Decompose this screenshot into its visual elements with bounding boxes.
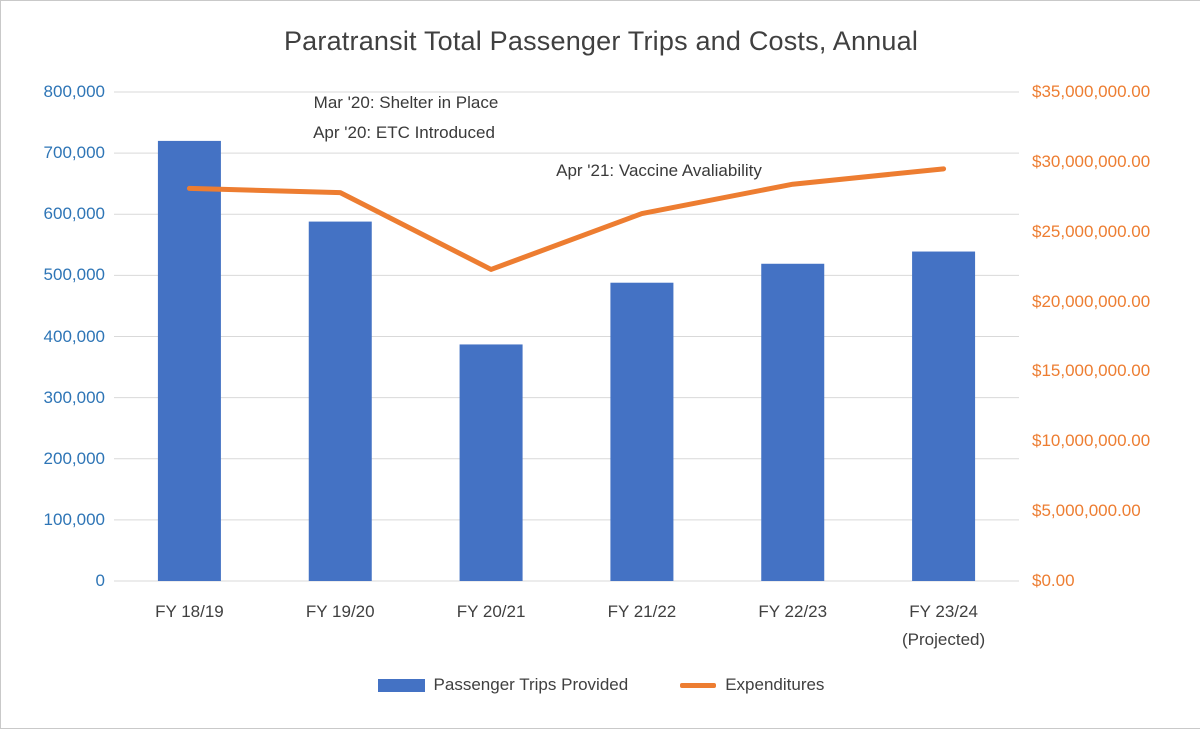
y-axis-label-right: $10,000,000.00 (1032, 431, 1151, 451)
y-axis-label-right: $25,000,000.00 (1032, 221, 1151, 241)
y-axis-label-left: 800,000 (43, 82, 105, 101)
y-axis-label-right: $30,000,000.00 (1032, 151, 1151, 171)
bar-fy-20-21[interactable] (459, 344, 523, 581)
bar-fy-18-19[interactable] (157, 140, 221, 581)
annotation-1: Mar '20: Shelter in Place (313, 93, 499, 112)
y-axis-label-left: 400,000 (43, 326, 105, 346)
annotation-2: Apr '20: ETC Introduced (313, 123, 495, 142)
y-axis-label-left: 200,000 (43, 448, 105, 468)
line-series-swatch-icon (680, 682, 717, 688)
annotation-3: Apr '21: Vaccine Avaliability (556, 161, 762, 180)
x-axis-label: FY 20/21 (456, 602, 526, 621)
bar-fy-23-24[interactable] (912, 251, 976, 581)
y-axis-label-right: $15,000,000.00 (1032, 361, 1151, 381)
y-axis-label-left: 700,000 (43, 143, 105, 163)
y-axis-label-right: $5,000,000.00 (1032, 501, 1141, 521)
x-axis-label: FY 19/20 (305, 602, 375, 621)
y-axis-label-left: 0 (95, 571, 105, 590)
y-axis-label-left: 300,000 (43, 387, 105, 407)
bar-series-swatch-icon (377, 678, 425, 692)
x-axis-label: FY 22/23 (758, 602, 828, 621)
y-axis-label-left: 500,000 (43, 265, 105, 285)
x-axis-label: FY 21/22 (607, 602, 677, 621)
y-axis-label-left: 100,000 (43, 509, 105, 529)
bar-fy-22-23[interactable] (761, 263, 825, 581)
expenditures-line[interactable] (186, 166, 947, 272)
bar-fy-21-22[interactable] (610, 282, 674, 581)
legend-label-expenditures: Expenditures (725, 675, 825, 694)
legend-label-passenger-trips: Passenger Trips Provided (433, 675, 629, 694)
y-axis-label-right: $20,000,000.00 (1032, 291, 1151, 311)
y-axis-label-right: $0.00 (1032, 571, 1075, 590)
legend: Passenger Trips Provided Expenditures (1, 675, 1200, 695)
x-axis-label: FY 23/24 (Projected) (902, 602, 986, 649)
chart-title: Paratransit Total Passenger Trips and Co… (283, 26, 919, 56)
bar-fy-19-20[interactable] (308, 221, 372, 581)
legend-item-passenger-trips[interactable]: Passenger Trips Provided (377, 675, 629, 695)
x-axis-label: FY 18/19 (155, 602, 224, 621)
y-axis-label-left: 600,000 (43, 204, 105, 224)
legend-item-expenditures[interactable]: Expenditures (680, 675, 824, 695)
y-axis-label-right: $35,000,000.00 (1032, 82, 1151, 101)
